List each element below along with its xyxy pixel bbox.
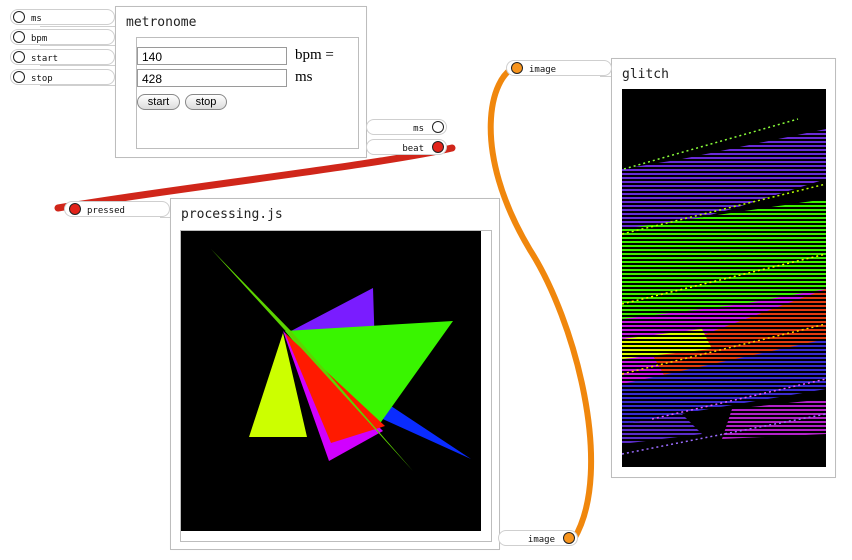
- module-title: metronome: [126, 15, 197, 30]
- triangle-lime-sliver: [211, 249, 413, 471]
- port-circle-icon[interactable]: [69, 203, 81, 215]
- processing-canvas-frame: [180, 230, 492, 542]
- module-title: processing.js: [181, 207, 283, 222]
- port-circle-icon[interactable]: [13, 11, 25, 23]
- metronome-module[interactable]: metronome 140 bpm = 428 ms start stop: [115, 6, 367, 158]
- start-button[interactable]: start: [137, 94, 180, 110]
- port-in-start[interactable]: start: [10, 49, 115, 65]
- port-circle-icon[interactable]: [13, 71, 25, 83]
- port-label: image: [527, 535, 555, 545]
- glitch-dotted-streaks: [622, 118, 826, 455]
- processing-module[interactable]: processing.js: [170, 198, 500, 550]
- port-label: beat: [402, 144, 424, 154]
- triangle-red: [285, 333, 385, 443]
- wire-image-to-image[interactable]: [487, 64, 595, 542]
- glitch-band-blue: [622, 339, 826, 424]
- port-label: ms: [31, 14, 42, 24]
- glitch-band-purple-top: [622, 129, 826, 239]
- port-in-pressed[interactable]: pressed: [64, 201, 170, 217]
- port-out-beat[interactable]: beat: [366, 139, 447, 155]
- bpm-unit-label: bpm =: [295, 47, 334, 63]
- port-in-bpm[interactable]: bpm: [10, 29, 115, 45]
- port-label: stop: [31, 74, 53, 84]
- port-circle-icon[interactable]: [511, 62, 523, 74]
- processing-canvas[interactable]: [181, 231, 481, 531]
- ms-input[interactable]: 428: [137, 69, 287, 87]
- port-in-ms[interactable]: ms: [10, 9, 115, 25]
- port-label: start: [31, 54, 59, 64]
- module-title: glitch: [622, 67, 669, 82]
- wire-beat-to-pressed[interactable]: [54, 144, 456, 212]
- port-circle-icon[interactable]: [432, 121, 444, 133]
- port-label: pressed: [87, 206, 125, 216]
- metronome-controls: 140 bpm = 428 ms start stop: [136, 37, 359, 149]
- port-circle-icon[interactable]: [13, 31, 25, 43]
- port-out-ms[interactable]: ms: [366, 119, 447, 135]
- port-label: image: [529, 65, 557, 75]
- triangle-yellow: [249, 333, 307, 437]
- glitch-band-yellow: [622, 329, 712, 359]
- glitch-module[interactable]: glitch: [611, 58, 836, 478]
- port-label: bpm: [31, 34, 48, 44]
- glitch-band-purple-bottom: [622, 414, 702, 444]
- port-label: ms: [413, 124, 424, 134]
- bpm-input[interactable]: 140: [137, 47, 287, 65]
- port-circle-icon[interactable]: [563, 532, 575, 544]
- glitch-band-red: [652, 289, 826, 389]
- port-in-stop[interactable]: stop: [10, 69, 115, 85]
- triangle-green: [285, 321, 453, 436]
- stop-button[interactable]: stop: [185, 94, 227, 110]
- port-circle-icon[interactable]: [432, 141, 444, 153]
- ms-unit-label: ms: [295, 69, 313, 85]
- glitch-band-magenta-bottom: [722, 399, 826, 439]
- port-in-image[interactable]: image: [506, 60, 612, 76]
- glitch-canvas-frame: [622, 89, 827, 469]
- port-circle-icon[interactable]: [13, 51, 25, 63]
- glitch-canvas[interactable]: [622, 89, 826, 467]
- port-out-image[interactable]: image: [498, 530, 578, 546]
